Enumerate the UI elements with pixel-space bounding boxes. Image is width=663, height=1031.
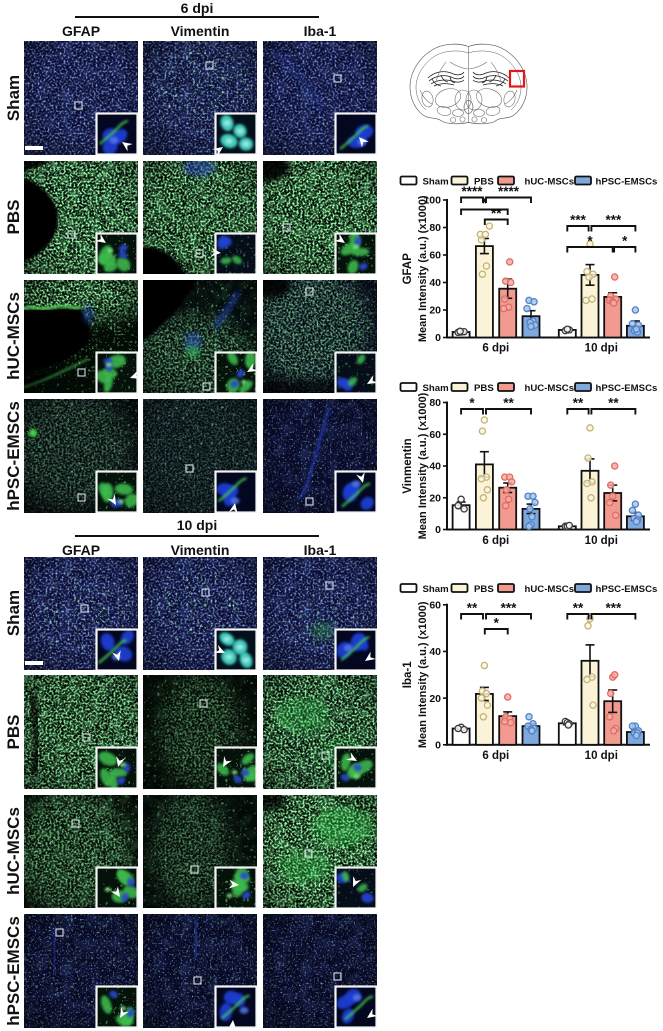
svg-text:hUC-MSCs: hUC-MSCs <box>525 584 575 595</box>
svg-text:**: ** <box>491 206 502 221</box>
svg-text:Mean Intensity (a.u.) (x1000): Mean Intensity (a.u.) (x1000) <box>417 392 429 539</box>
svg-text:GFAP: GFAP <box>402 253 414 285</box>
svg-text:20: 20 <box>429 305 441 317</box>
svg-text:40: 40 <box>429 461 441 473</box>
svg-text:Iba-1: Iba-1 <box>402 661 414 688</box>
svg-text:hUC-MSCs: hUC-MSCs <box>525 383 575 394</box>
svg-text:****: **** <box>462 184 484 199</box>
svg-text:10 dpi: 10 dpi <box>585 343 618 355</box>
svg-text:40: 40 <box>429 646 441 658</box>
svg-text:0: 0 <box>435 332 441 344</box>
svg-text:100: 100 <box>423 195 441 207</box>
svg-text:**: ** <box>573 396 584 411</box>
svg-text:Vinmentin: Vinmentin <box>402 438 414 493</box>
svg-text:PBS: PBS <box>474 584 494 595</box>
svg-text:0: 0 <box>435 740 441 752</box>
svg-text:**: ** <box>467 601 478 616</box>
svg-text:***: *** <box>606 213 623 228</box>
svg-text:Mean Intensity (a.u.) (x1000): Mean Intensity (a.u.) (x1000) <box>417 195 429 342</box>
svg-text:10 dpi: 10 dpi <box>585 535 618 547</box>
svg-text:***: *** <box>501 601 518 616</box>
svg-text:60: 60 <box>429 250 441 262</box>
svg-text:80: 80 <box>429 222 441 234</box>
svg-text:80: 80 <box>429 397 441 409</box>
svg-text:*: * <box>587 234 593 249</box>
svg-text:6 dpi: 6 dpi <box>482 750 509 762</box>
svg-text:hPSC-EMSCs: hPSC-EMSCs <box>596 177 658 188</box>
svg-text:40: 40 <box>429 277 441 289</box>
svg-text:*: * <box>622 234 628 249</box>
svg-text:20: 20 <box>429 492 441 504</box>
svg-text:***: *** <box>570 213 587 228</box>
svg-text:***: *** <box>606 601 623 616</box>
svg-text:60: 60 <box>429 429 441 441</box>
svg-text:Sham: Sham <box>423 383 449 394</box>
svg-text:hPSC-EMSCs: hPSC-EMSCs <box>596 584 658 595</box>
svg-text:0: 0 <box>435 524 441 536</box>
svg-text:Sham: Sham <box>423 177 449 188</box>
svg-text:**: ** <box>608 396 619 411</box>
svg-text:60: 60 <box>429 600 441 612</box>
svg-text:****: **** <box>498 184 520 199</box>
svg-text:*: * <box>469 396 475 411</box>
svg-text:6 dpi: 6 dpi <box>482 535 509 547</box>
svg-text:*: * <box>494 616 500 631</box>
svg-text:PBS: PBS <box>474 383 494 394</box>
svg-text:10 dpi: 10 dpi <box>585 750 618 762</box>
svg-text:20: 20 <box>429 693 441 705</box>
svg-text:**: ** <box>573 601 584 616</box>
svg-text:hUC-MSCs: hUC-MSCs <box>525 177 575 188</box>
svg-text:**: ** <box>503 396 514 411</box>
svg-text:*: * <box>482 196 488 211</box>
svg-text:PBS: PBS <box>474 177 494 188</box>
svg-text:Sham: Sham <box>423 584 449 595</box>
svg-text:hPSC-EMSCs: hPSC-EMSCs <box>596 383 658 394</box>
svg-text:Mean Intensity (a.u.) (x1000): Mean Intensity (a.u.) (x1000) <box>417 601 429 748</box>
svg-text:6 dpi: 6 dpi <box>482 343 509 355</box>
